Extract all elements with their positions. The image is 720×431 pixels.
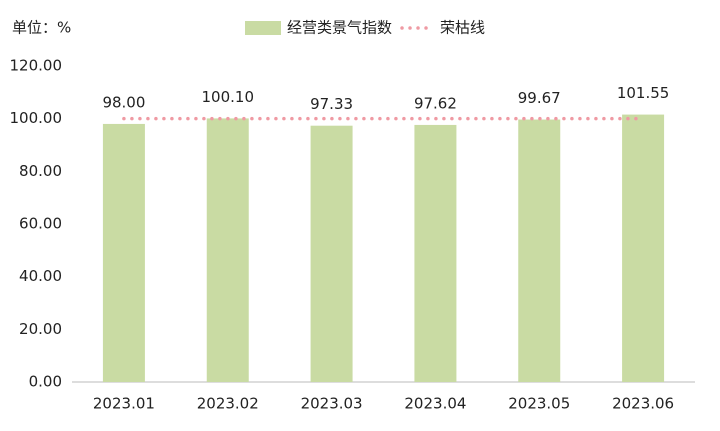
- value-label: 99.67: [518, 89, 561, 107]
- legend-label: 荣枯线: [440, 19, 485, 37]
- y-tick-label: 100.00: [10, 109, 63, 127]
- y-tick-label: 120.00: [10, 57, 63, 75]
- bar: [206, 118, 249, 383]
- value-label: 100.10: [202, 88, 255, 106]
- x-tick-label: 2023.04: [404, 395, 466, 413]
- unit-label: 单位：%: [12, 19, 71, 37]
- y-tick-label: 0.00: [29, 373, 62, 391]
- x-tick-label: 2023.06: [612, 395, 674, 413]
- x-tick-label: 2023.03: [301, 395, 363, 413]
- bar: [102, 123, 145, 382]
- legend-label: 经营类景气指数: [287, 19, 392, 37]
- y-tick-label: 60.00: [19, 215, 62, 233]
- value-label: 97.62: [414, 94, 457, 112]
- bar: [310, 125, 353, 383]
- value-label: 97.33: [310, 95, 353, 113]
- y-tick-label: 80.00: [19, 162, 62, 180]
- value-label: 98.00: [102, 93, 145, 111]
- y-tick-label: 40.00: [19, 267, 62, 285]
- bar: [414, 124, 457, 383]
- bar: [622, 114, 665, 383]
- x-tick-label: 2023.01: [93, 395, 155, 413]
- y-tick-label: 20.00: [19, 320, 62, 338]
- bar: [518, 119, 561, 382]
- x-tick-label: 2023.05: [508, 395, 570, 413]
- x-tick-label: 2023.02: [197, 395, 259, 413]
- legend-swatch: [245, 21, 281, 35]
- value-label: 101.55: [617, 84, 670, 102]
